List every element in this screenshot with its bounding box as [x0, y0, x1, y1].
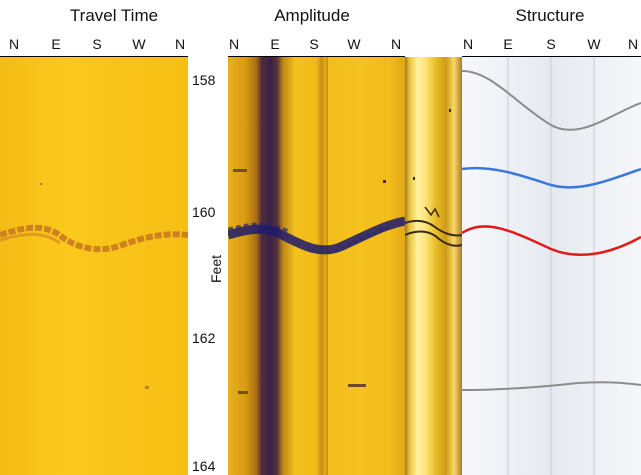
compass-n-right: N [627, 36, 639, 52]
compass-w: W [132, 36, 146, 52]
depth-axis-label: Feet [208, 254, 225, 284]
compass-s: S [309, 36, 319, 52]
compass-e: E [270, 36, 280, 52]
amplitude-baseline [228, 56, 405, 57]
depth-tick-160: 160 [192, 204, 216, 220]
travel-time-feature [0, 183, 188, 389]
depth-tick-164: 164 [192, 458, 216, 474]
compass-e: E [503, 36, 513, 52]
trace-gray-lower [462, 381, 641, 391]
structure-baseline [462, 56, 641, 57]
amplitude-log [228, 57, 405, 475]
travel-time-title: Travel Time [69, 6, 159, 25]
core-feature [405, 109, 462, 247]
compass-n-left: N [228, 36, 240, 52]
depth-scale: 158 160 Feet 162 164 [188, 57, 228, 475]
travel-time-log [0, 57, 188, 475]
structure-compass: N E S W N [462, 36, 641, 54]
compass-n-right: N [174, 36, 186, 52]
structure-title: Structure [515, 6, 585, 25]
trace-gray-upper [462, 70, 641, 131]
amplitude-compass: N E S W N [228, 36, 405, 54]
amplitude-title: Amplitude [274, 6, 350, 25]
travel-time-baseline [0, 56, 188, 57]
compass-s: S [546, 36, 556, 52]
compass-s: S [92, 36, 102, 52]
compass-e: E [51, 36, 61, 52]
trace-blue [462, 166, 641, 189]
compass-w: W [347, 36, 361, 52]
travel-time-compass: N E S W N [0, 36, 188, 54]
trace-red [462, 225, 641, 256]
core-image [405, 57, 462, 475]
compass-w: W [587, 36, 601, 52]
depth-tick-158: 158 [192, 72, 216, 88]
compass-n-left: N [462, 36, 474, 52]
amplitude-feature [228, 57, 405, 475]
depth-tick-162: 162 [192, 330, 216, 346]
compass-n-right: N [390, 36, 402, 52]
structure-traces [462, 57, 641, 475]
compass-n-left: N [8, 36, 20, 52]
structure-log [462, 57, 641, 475]
